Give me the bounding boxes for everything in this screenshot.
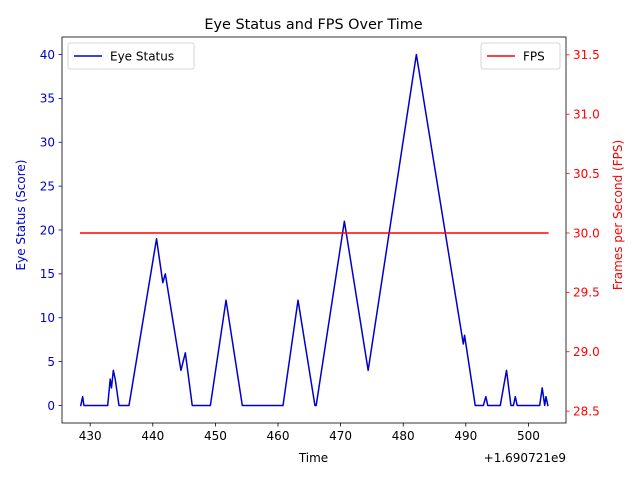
x-tick-label: 480 [392, 429, 415, 443]
left-tick-label: 30 [40, 136, 55, 150]
right-tick-label: 30.0 [573, 226, 600, 240]
left-tick-label: 40 [40, 48, 55, 62]
x-tick-label: 490 [454, 429, 477, 443]
left-tick-label: 20 [40, 223, 55, 237]
right-tick-label: 30.5 [573, 167, 600, 181]
x-axis-offset-label: +1.690721e9 [484, 451, 566, 465]
legend-box [67, 42, 195, 70]
right-y-axis: 28.5 29.0 29.5 30.0 30.5 31.0 31.5 [566, 48, 600, 418]
legend-label: Eye Status [110, 49, 174, 63]
plot-frame [61, 36, 567, 424]
x-tick-label: 500 [517, 429, 540, 443]
x-axis-label: Time [298, 451, 328, 465]
plot-area [61, 36, 567, 424]
right-tick-label: 28.5 [573, 404, 600, 418]
x-tick-label: 440 [141, 429, 164, 443]
left-tick-label: 5 [47, 355, 55, 369]
legend-box [480, 42, 561, 70]
legend-upper-left: Eye Status [67, 42, 195, 70]
left-tick-label: 25 [40, 179, 55, 193]
x-axis: 430 440 450 460 470 480 490 500 [79, 423, 540, 443]
left-tick-label: 10 [40, 311, 55, 325]
left-tick-label: 15 [40, 267, 55, 281]
chart-title: Eye Status and FPS Over Time [204, 17, 422, 33]
series-line-eye-status [79, 53, 549, 407]
right-tick-label: 31.0 [573, 108, 600, 122]
left-tick-label: 35 [40, 92, 55, 106]
legend-label: FPS [523, 49, 545, 63]
legends: Eye Status FPS [67, 42, 561, 70]
right-y-axis-label: Frames per Second (FPS) [611, 140, 625, 290]
x-tick-label: 430 [79, 429, 102, 443]
x-tick-label: 460 [267, 429, 290, 443]
left-tick-label: 0 [47, 399, 55, 413]
left-y-axis-label: Eye Status (Score) [14, 160, 28, 271]
legend-upper-right: FPS [480, 42, 561, 70]
x-tick-label: 470 [329, 429, 352, 443]
left-y-axis: 0 5 10 15 20 25 30 35 40 [40, 48, 62, 413]
right-tick-label: 31.5 [573, 48, 600, 62]
right-tick-label: 29.0 [573, 345, 600, 359]
x-tick-label: 450 [204, 429, 227, 443]
right-tick-label: 29.5 [573, 286, 600, 300]
